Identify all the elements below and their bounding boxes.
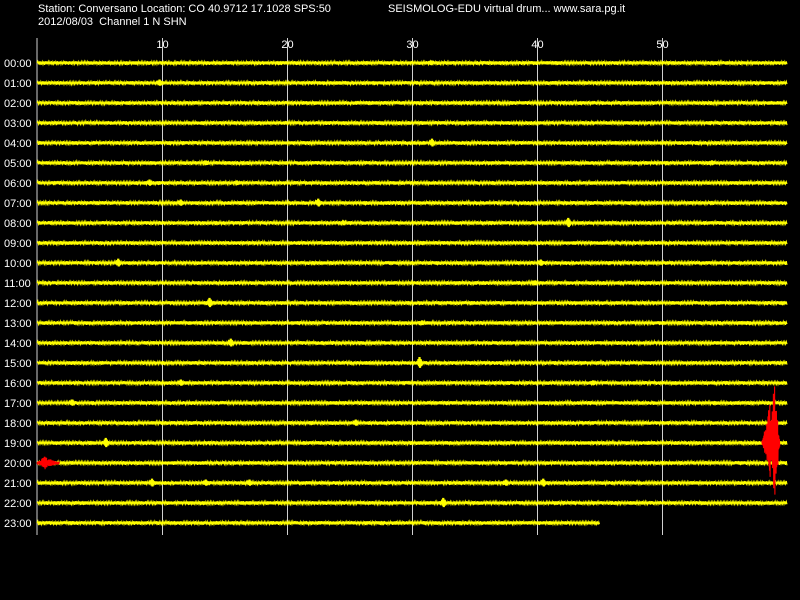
row-label: 20:00 (4, 458, 32, 470)
grid-lines (36, 38, 663, 535)
trace-spike (564, 217, 572, 228)
trace-spike (427, 59, 435, 67)
trace-spike (205, 297, 214, 308)
row-label: 00:00 (4, 58, 32, 70)
row-label: 02:00 (4, 98, 32, 110)
trace-spike (539, 478, 547, 487)
trace-spike (530, 279, 539, 287)
seismic-event (761, 386, 781, 495)
row-label: 11:00 (4, 278, 31, 290)
trace-spike (428, 138, 436, 147)
app-title: SEISMOLOG-EDU virtual drum... www.sara.p… (388, 3, 626, 15)
row-label: 10:00 (4, 258, 32, 270)
trace-spike (114, 258, 122, 267)
trace-row (36, 179, 788, 187)
row-label: 18:00 (4, 418, 32, 430)
trace-row (36, 318, 788, 327)
trace-row (36, 419, 788, 427)
trace-spike (502, 479, 510, 486)
trace-row (36, 199, 788, 207)
trace-row (36, 399, 788, 407)
date-channel-info: 2012/08/03 Channel 1 N SHN (38, 16, 187, 28)
trace-spike (339, 219, 347, 227)
row-label: 04:00 (4, 138, 32, 150)
x-tick-label: 20 (281, 39, 293, 51)
x-tick-label: 30 (406, 39, 418, 51)
trace-row (36, 258, 788, 267)
seismic-event (36, 456, 61, 470)
x-tick-label: 40 (531, 39, 543, 51)
row-label: 17:00 (4, 398, 32, 410)
row-label: 21:00 (4, 478, 32, 490)
station-info: Station: Conversano Location: CO 40.9712… (38, 3, 331, 15)
trace-spike (708, 159, 716, 167)
trace-spike (415, 356, 424, 368)
trace-row (36, 99, 788, 107)
trace-row (36, 118, 788, 127)
x-tick-labels: 10 20 30 40 50 (156, 39, 668, 51)
trace-spike (177, 199, 185, 206)
row-label: 07:00 (4, 198, 32, 210)
trace-row (36, 379, 788, 387)
row-label: 22:00 (4, 498, 32, 510)
trace-spike (537, 259, 545, 266)
trace-row (36, 158, 788, 167)
trace-spike (439, 497, 447, 508)
row-hour-labels: 00:00 01:00 02:00 03:00 04:00 05:00 06:00 07:00… (4, 58, 32, 530)
trace-row (36, 499, 788, 507)
row-label: 14:00 (4, 338, 32, 350)
trace-row (36, 219, 788, 227)
trace-row (36, 139, 788, 147)
seismic-traces (36, 58, 788, 527)
row-label: 15:00 (4, 358, 32, 370)
trace-spike (245, 479, 254, 486)
trace-spike (352, 419, 360, 426)
trace-spike (202, 479, 210, 486)
trace-spike (177, 379, 185, 386)
seismic-events (36, 386, 781, 495)
row-label: 06:00 (4, 178, 32, 190)
trace-row (36, 479, 788, 487)
trace-spike (202, 159, 210, 167)
trace-spike (148, 478, 156, 487)
trace-row (36, 338, 788, 347)
row-label: 23:00 (4, 518, 32, 530)
trace-row (36, 298, 788, 307)
row-label: 19:00 (4, 438, 32, 450)
trace-row (36, 518, 601, 527)
row-label: 03:00 (4, 118, 32, 130)
trace-spike (145, 179, 154, 186)
x-tick-label: 50 (656, 39, 668, 51)
trace-spike (155, 79, 164, 86)
trace-spike (233, 179, 241, 187)
row-label: 05:00 (4, 158, 32, 170)
trace-row (36, 58, 788, 67)
trace-row (36, 239, 788, 247)
row-label: 12:00 (4, 298, 32, 310)
trace-spike (589, 379, 597, 387)
trace-row (36, 458, 788, 467)
row-label: 08:00 (4, 218, 32, 230)
trace-row (36, 358, 788, 367)
trace-row (36, 279, 788, 287)
trace-spike (102, 437, 110, 448)
row-label: 09:00 (4, 238, 32, 250)
trace-row (36, 439, 788, 447)
trace-spike (314, 198, 322, 207)
x-tick-label: 10 (156, 39, 168, 51)
trace-spike (68, 399, 76, 406)
row-label: 01:00 (4, 78, 32, 90)
trace-spike (418, 319, 426, 327)
trace-spike (227, 338, 235, 347)
row-label: 13:00 (4, 318, 32, 330)
row-label: 16:00 (4, 378, 32, 390)
